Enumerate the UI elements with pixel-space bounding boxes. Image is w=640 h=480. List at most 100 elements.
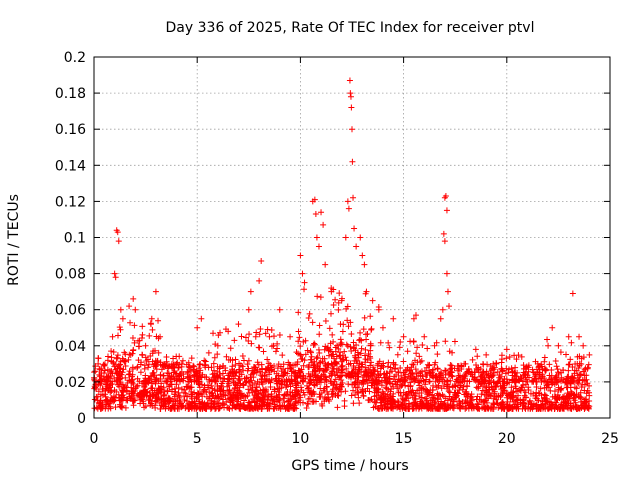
data-point [213, 378, 220, 385]
data-point [157, 371, 164, 378]
data-point [418, 357, 425, 364]
data-point [509, 372, 516, 379]
data-point [538, 392, 545, 399]
data-point [264, 405, 271, 412]
data-point [351, 225, 358, 232]
data-point [275, 388, 282, 395]
data-point [168, 373, 175, 380]
data-point [232, 361, 239, 368]
data-point [184, 402, 191, 409]
data-point [115, 238, 122, 245]
data-point [563, 402, 570, 409]
data-point [95, 355, 102, 362]
data-point [222, 392, 229, 399]
data-point [544, 336, 551, 343]
data-point [238, 403, 245, 410]
data-point [505, 366, 512, 373]
data-point [330, 365, 337, 372]
data-point [493, 400, 500, 407]
data-point [236, 376, 243, 383]
data-point [162, 405, 169, 412]
data-point [218, 393, 225, 400]
data-point [266, 333, 273, 340]
data-point [142, 342, 149, 349]
data-point [121, 358, 128, 365]
data-point [332, 348, 339, 355]
data-point [267, 362, 274, 369]
data-point [221, 401, 228, 408]
data-point [375, 378, 382, 385]
data-point [101, 367, 108, 374]
data-point [436, 391, 443, 398]
data-point [570, 404, 577, 411]
data-point [386, 369, 393, 376]
data-point [571, 367, 578, 374]
data-point [330, 302, 337, 309]
data-point [184, 378, 191, 385]
data-point [578, 395, 585, 402]
data-point [338, 368, 345, 375]
data-point [228, 395, 235, 402]
data-point [541, 384, 548, 391]
data-point [295, 338, 302, 345]
data-point [251, 380, 258, 387]
data-point [274, 345, 281, 352]
data-point [334, 404, 341, 411]
data-point [226, 387, 233, 394]
data-point [180, 371, 187, 378]
data-point [532, 373, 539, 380]
data-point [229, 402, 236, 409]
data-point [360, 392, 367, 399]
data-point [119, 404, 126, 411]
data-point [442, 338, 449, 345]
data-point [149, 393, 156, 400]
data-point [318, 209, 325, 216]
data-point [159, 362, 166, 369]
data-point [107, 384, 114, 391]
data-point [468, 397, 475, 404]
data-point [230, 378, 237, 385]
data-point [503, 346, 510, 353]
data-point [145, 397, 152, 404]
data-point [362, 346, 369, 353]
data-point [151, 387, 158, 394]
data-point [508, 384, 515, 391]
data-point [268, 326, 275, 333]
data-point [493, 396, 500, 403]
data-point [576, 333, 583, 340]
data-point [348, 348, 355, 355]
data-point [130, 295, 137, 302]
data-point [195, 398, 202, 405]
data-point [315, 243, 322, 250]
data-point [183, 393, 190, 400]
data-point [209, 385, 216, 392]
data-point [338, 363, 345, 370]
data-point [470, 403, 477, 410]
data-point [541, 354, 548, 361]
data-point [209, 371, 216, 378]
data-point [565, 393, 572, 400]
data-point [409, 376, 416, 383]
data-point [376, 405, 383, 412]
data-point [266, 367, 273, 374]
data-point [346, 77, 353, 84]
y-tick-label: 0 [77, 411, 86, 427]
data-point [315, 365, 322, 372]
data-point [203, 393, 210, 400]
data-point [297, 373, 304, 380]
data-point [322, 394, 329, 401]
data-point [310, 398, 317, 405]
data-point [178, 386, 185, 393]
data-point [479, 369, 486, 376]
data-point [398, 382, 405, 389]
x-axis-label: GPS time / hours [291, 458, 408, 474]
data-point [360, 326, 367, 333]
data-point [147, 321, 154, 328]
data-point [214, 400, 221, 407]
data-point [508, 389, 515, 396]
data-point [490, 404, 497, 411]
data-point [443, 270, 450, 277]
data-point [439, 306, 446, 313]
data-point [108, 388, 115, 395]
data-point [586, 351, 593, 358]
